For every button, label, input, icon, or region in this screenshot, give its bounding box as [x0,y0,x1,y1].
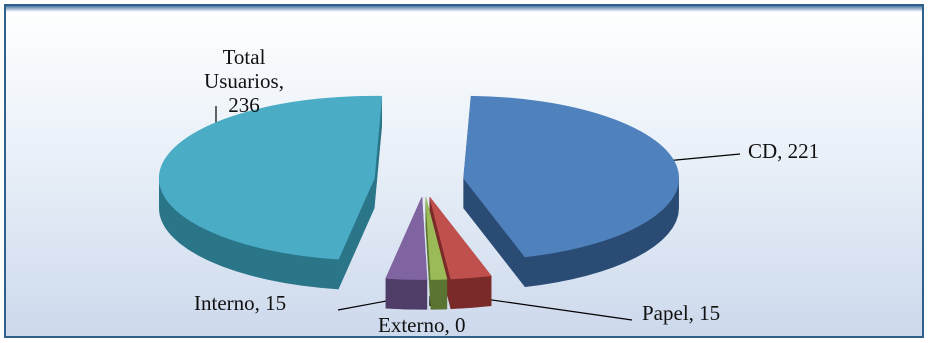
slice-externo [425,197,448,310]
label-papel: Papel, 15 [642,301,720,325]
label-total-usuarios: Total Usuarios, 236 [204,45,284,117]
pie-slices [158,95,680,310]
slice-interno [385,197,428,310]
data-labels: CD, 221 Papel, 15 Externo, 0 Interno, 15 Tot… [194,45,819,337]
label-cd: CD, 221 [748,139,819,163]
pie-chart: CD, 221 Papel, 15 Externo, 0 Interno, 15 Tot… [158,45,819,337]
slice-cd [463,95,680,288]
slice-total-usuarios [158,95,383,290]
label-externo: Externo, 0 [378,313,465,337]
label-interno: Interno, 15 [194,291,286,315]
leader-papel [463,295,633,321]
slice-papel [429,196,492,310]
chart-area: CD, 221 Papel, 15 Externo, 0 Interno, 15 Tot… [4,4,924,338]
